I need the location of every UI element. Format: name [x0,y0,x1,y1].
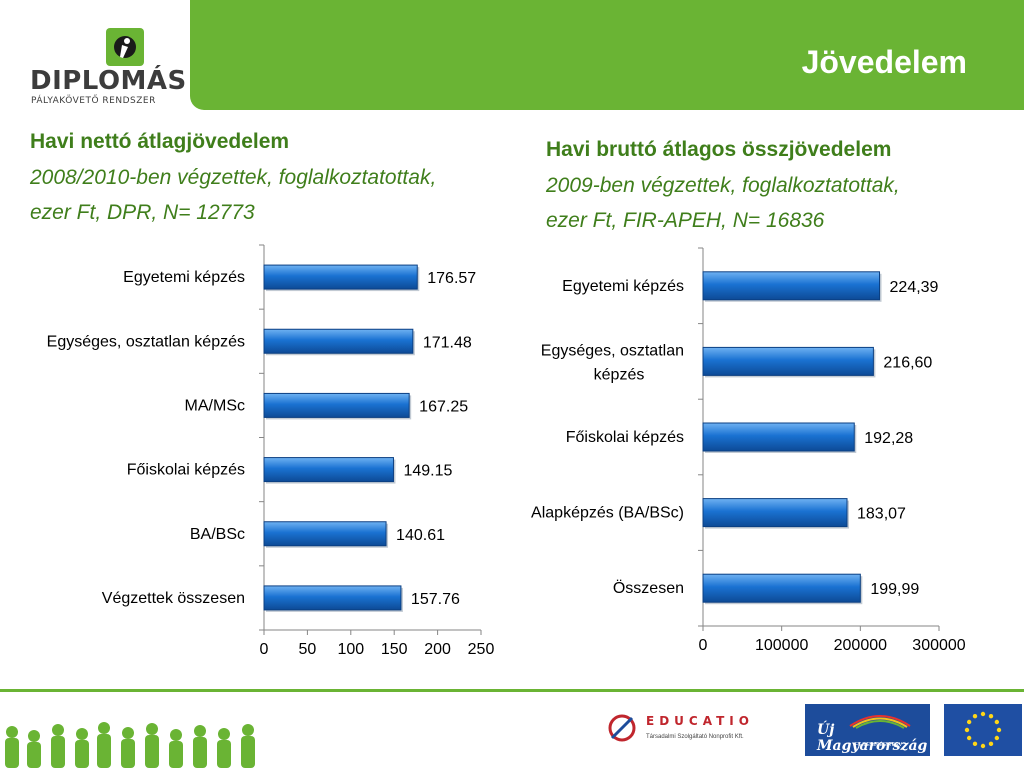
category-label: Egyetemi képzés [562,278,684,295]
x-tick-label: 150 [381,641,408,658]
educatio-icon [608,714,636,742]
category-label: Alapképzés (BA/BSc) [531,505,684,522]
eu-star [994,735,1000,741]
logo-subtitle: PÁLYAKÖVETŐ RENDSZER [31,96,156,106]
eu-star [994,719,1000,725]
category-label: képzés [594,366,645,383]
category-label: Főiskolai képzés [127,462,245,479]
header-bar: Jövedelem [190,0,1024,110]
x-tick-label: 50 [299,641,317,658]
x-tick-label: 200000 [834,637,887,654]
diplomas-logo: DIPLOMÁS PÁLYAKÖVETŐ RENDSZER [0,0,190,112]
x-tick-label: 200 [424,641,451,658]
data-label: 167.25 [419,398,468,415]
bar [263,392,410,418]
x-tick-label: 0 [699,637,708,654]
eu-star [988,741,994,747]
eu-star [980,743,986,749]
category-label: Egységes, osztatlan [541,342,684,359]
data-label: 199,99 [870,581,919,598]
category-label: MA/MSc [185,397,245,414]
x-tick-label: 100000 [755,637,808,654]
right-chart-subtitle-1: 2009-ben végzettek, foglalkoztatottak, [546,174,900,197]
bar [263,264,418,290]
data-label: 157.76 [411,591,460,608]
category-label: Összesen [613,579,684,597]
eu-stars-icon [964,711,1002,749]
left-chart-subtitle-2: ezer Ft, DPR, N= 12773 [30,201,255,224]
uj-magyarorszag-text: Új Magyarország [817,722,928,754]
diplomas-logo-icon [106,28,144,66]
right-chart-title: Havi bruttó átlagos összjövedelem [546,138,892,161]
bar [702,498,848,528]
data-label: 171.48 [423,334,472,351]
eu-star [964,727,970,733]
educatio-logo: EDUCATIO Társadalmi Szolgáltató Nonprofi… [602,708,772,750]
bar [263,521,387,547]
bar [263,328,414,354]
eu-star [988,713,994,719]
bar-charts: 0 50 100 150 200 250 176.57 Egyetemi képzés 171.… [47,244,966,658]
eu-star [966,719,972,725]
bar [702,271,881,301]
uj-magyarorszag-subtitle: FEJLESZTÉSI TERV [855,742,903,748]
data-label: 149.15 [403,463,452,480]
left-chart-title: Havi nettó átlagjövedelem [30,130,290,153]
rainbow-icon [849,715,911,729]
people-silhouette-icon [5,722,255,768]
data-label: 224,39 [890,279,939,296]
data-label: 140.61 [396,527,445,544]
category-label: Egységes, osztatlan képzés [47,333,245,350]
bar [263,585,402,611]
data-label: 176.57 [427,270,476,287]
eu-star [980,711,986,717]
x-tick-label: 250 [468,641,495,658]
eu-star [972,713,978,719]
educatio-subtitle: Társadalmi Szolgáltató Nonprofit Kft. [646,734,744,740]
eu-star [996,727,1002,733]
x-tick-label: 300000 [912,637,965,654]
category-label: BA/BSc [190,526,245,543]
x-tick-label: 0 [260,641,269,658]
bar [702,346,874,376]
logo-word: DIPLOMÁS [30,66,187,96]
data-label: 192,28 [864,430,913,447]
category-label: Főiskolai képzés [566,429,684,446]
left-chart-heading: Havi nettó átlagjövedelem 2008/2010-ben … [30,124,510,230]
eu-star [972,741,978,747]
eu-star [966,735,972,741]
right-chart-heading: Havi bruttó átlagos összjövedelem 2009-b… [546,132,1016,238]
uj-magyarorszag-logo: Új Magyarország FEJLESZTÉSI TERV [805,704,930,756]
bar [263,457,394,483]
data-label: 216,60 [883,354,932,371]
data-label: 183,07 [857,506,906,523]
eu-flag [944,704,1022,756]
category-label: Végzettek összesen [102,590,245,607]
left-chart-subtitle-1: 2008/2010-ben végzettek, foglalkoztatott… [30,166,437,189]
educatio-word: EDUCATIO [646,714,754,728]
footer-divider [0,689,1024,692]
page-title: Jövedelem [801,44,967,80]
right-chart-subtitle-2: ezer Ft, FIR-APEH, N= 16836 [546,209,825,232]
bar [702,422,855,452]
bar [702,573,861,603]
x-tick-label: 100 [337,641,364,658]
category-label: Egyetemi képzés [123,269,245,286]
